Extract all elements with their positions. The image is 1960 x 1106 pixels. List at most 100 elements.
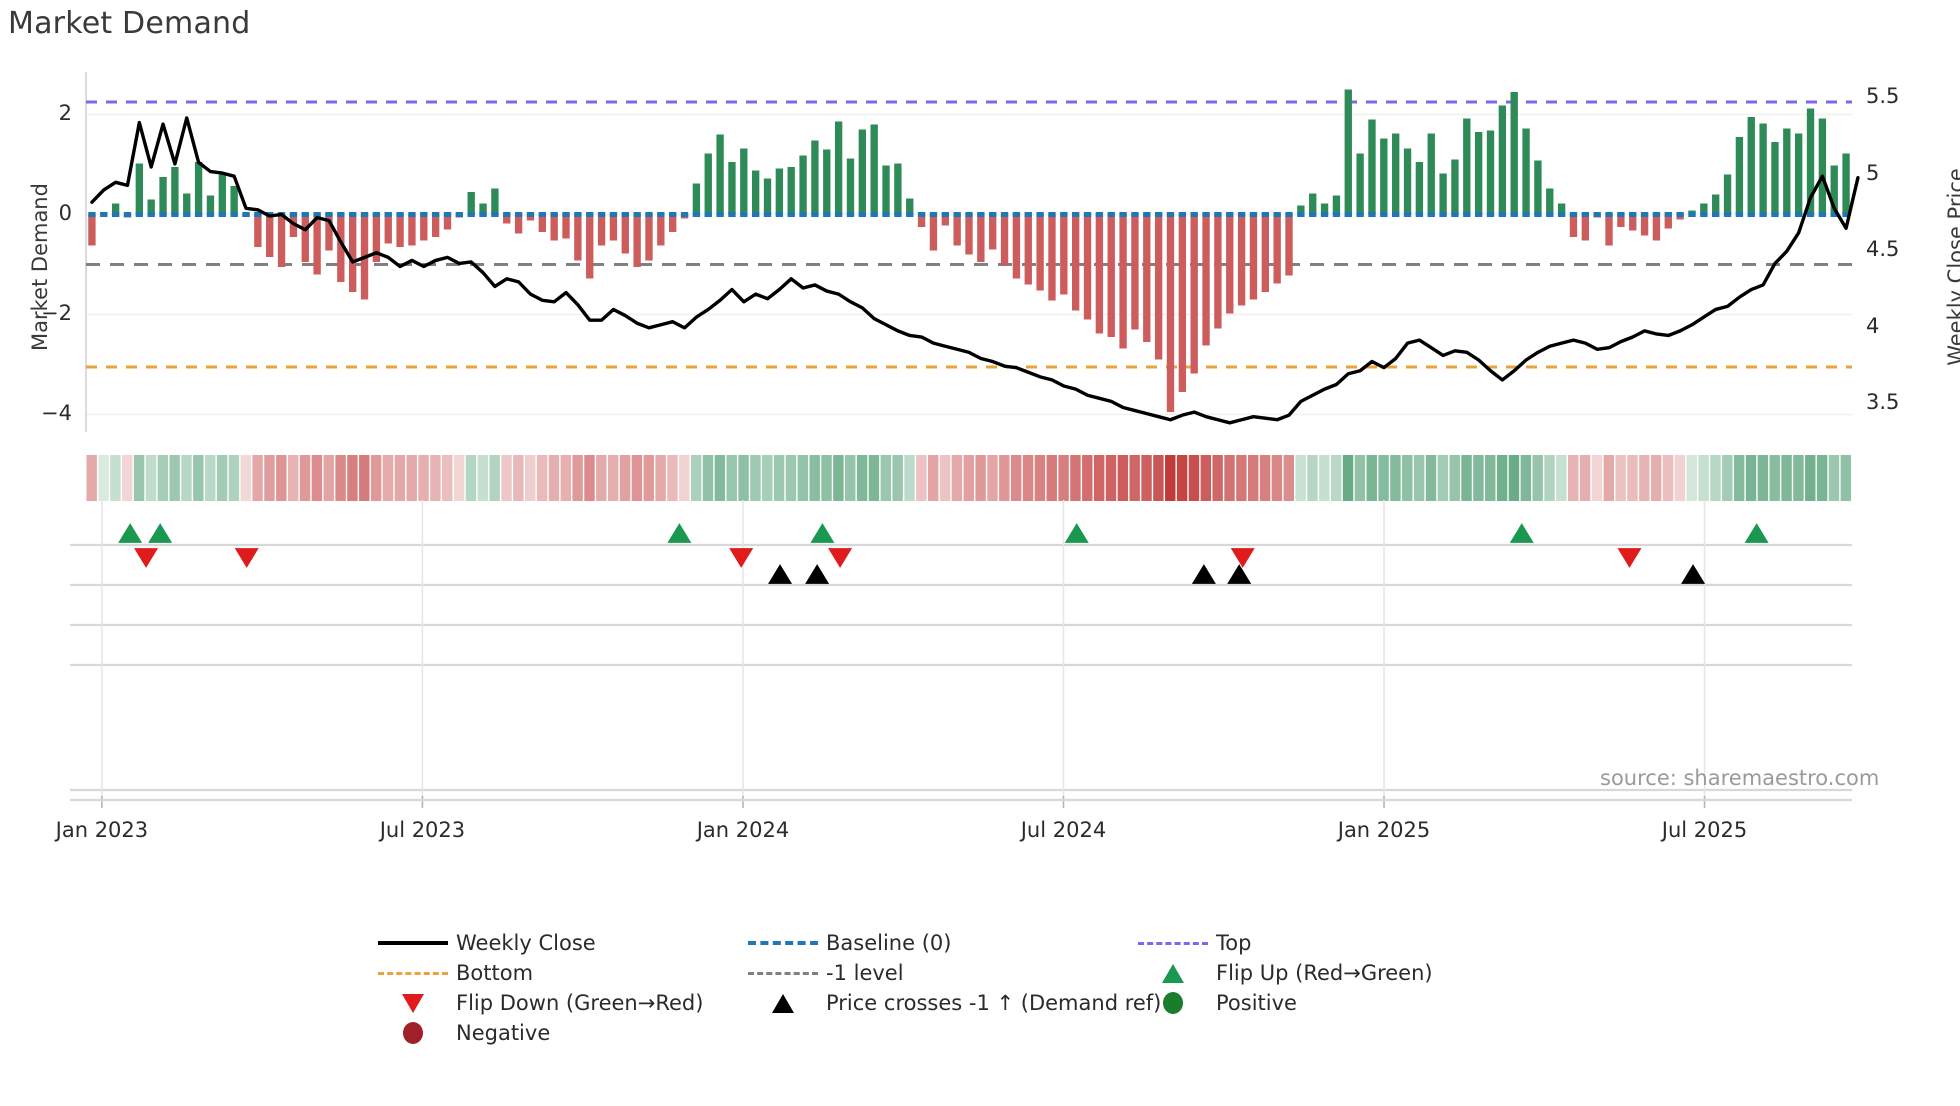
heatmap-cell <box>679 455 690 501</box>
legend-symbol <box>370 931 456 955</box>
price-cross-marker <box>1191 564 1216 584</box>
demand-bar <box>194 162 203 215</box>
demand-bar <box>1131 214 1139 330</box>
demand-bar <box>230 186 238 215</box>
legend-item[interactable]: Negative <box>370 1018 740 1048</box>
heatmap-cell <box>1568 455 1579 501</box>
demand-bar <box>1273 214 1281 284</box>
heatmap-cell <box>726 455 737 501</box>
demand-bar <box>1024 214 1032 285</box>
heatmap-cell <box>1117 455 1129 501</box>
heatmap-cell <box>299 455 311 501</box>
heatmap-cell <box>1639 455 1650 501</box>
demand-bar <box>443 214 452 230</box>
demand-bar <box>1415 162 1424 215</box>
heatmap-cell <box>1212 455 1223 501</box>
legend-label: Bottom <box>456 961 534 985</box>
demand-bar <box>728 162 736 215</box>
demand-bar <box>218 174 226 215</box>
heatmap-cell <box>999 455 1010 501</box>
y-tick-right: 4 <box>1866 313 1880 338</box>
demand-bar <box>1498 105 1507 215</box>
heatmap-cell <box>1485 455 1496 501</box>
price-cross-marker <box>805 564 830 584</box>
demand-bar <box>503 214 511 224</box>
heatmap-cell <box>1769 455 1780 501</box>
demand-bar <box>1486 130 1495 215</box>
demand-bar <box>313 214 321 275</box>
heatmap-cell <box>1342 455 1354 501</box>
demand-bar <box>408 214 416 246</box>
heatmap-cell <box>607 455 619 501</box>
heatmap-cell <box>1022 455 1034 501</box>
legend-item[interactable]: Baseline (0) <box>740 928 1130 958</box>
heatmap-cell <box>785 455 797 501</box>
triangle-down-icon <box>402 993 424 1013</box>
heatmap-cell <box>1402 455 1413 501</box>
y-tick-right: 5.5 <box>1866 84 1900 109</box>
flip-up-marker <box>810 523 835 543</box>
heatmap-cell <box>1579 455 1591 501</box>
demand-bar <box>1012 214 1021 279</box>
demand-bar <box>669 214 677 232</box>
demand-bar <box>989 214 997 250</box>
legend-item[interactable]: Top <box>1130 928 1590 958</box>
heatmap-cell <box>1153 455 1164 501</box>
demand-bar <box>834 121 843 215</box>
demand-bar <box>1083 214 1092 320</box>
heatmap-cell <box>892 455 903 501</box>
legend-item[interactable]: Weekly Close <box>370 928 740 958</box>
heatmap-cell <box>1319 455 1330 501</box>
heatmap-cell <box>1662 455 1674 501</box>
heatmap-cell <box>927 455 939 501</box>
heatmap-cell <box>987 455 998 501</box>
legend-item[interactable]: Flip Up (Red→Green) <box>1130 958 1590 988</box>
heatmap-cell <box>1105 455 1117 501</box>
circle-icon <box>403 1022 423 1044</box>
heatmap-cell <box>1805 455 1816 501</box>
legend-item[interactable]: Flip Down (Green→Red) <box>370 988 740 1018</box>
demand-bar <box>491 188 499 215</box>
heatmap-cell <box>287 455 299 501</box>
demand-bar <box>917 214 926 227</box>
demand-bar <box>858 129 867 215</box>
legend-label: Flip Up (Red→Green) <box>1216 961 1433 985</box>
demand-bar <box>1629 214 1637 231</box>
demand-bar <box>1166 214 1175 412</box>
dotted-line-icon <box>748 971 818 975</box>
heatmap-cell <box>1745 455 1757 501</box>
legend-symbol <box>1130 991 1216 1015</box>
legend-item[interactable]: Price crosses -1 ↑ (Demand ref) <box>740 988 1161 1018</box>
heatmap-cell <box>951 455 963 501</box>
demand-bar <box>1249 214 1258 300</box>
heatmap-cell <box>501 455 512 501</box>
demand-bar <box>1403 148 1412 215</box>
heatmap-cell <box>145 455 157 501</box>
heatmap-cell <box>821 455 832 501</box>
heatmap-cell <box>1520 455 1532 501</box>
legend-label: -1 level <box>826 961 904 985</box>
heatmap-cell <box>1686 455 1697 501</box>
legend-label: Positive <box>1216 991 1297 1015</box>
demand-bar <box>597 214 606 246</box>
demand-bar <box>1700 203 1708 215</box>
chart-legend: Weekly Close Baseline (0) Top Bottom -1 leve… <box>370 928 1590 1048</box>
heatmap-cell <box>1354 455 1366 501</box>
legend-item[interactable]: -1 level <box>740 958 1130 988</box>
demand-bar <box>1640 214 1649 236</box>
demand-bar <box>396 214 404 247</box>
demand-bar <box>1237 214 1246 306</box>
demand-bar <box>171 167 179 215</box>
legend-item[interactable]: Bottom <box>370 958 740 988</box>
legend-item[interactable]: Positive <box>1130 988 1590 1018</box>
demand-bar <box>111 203 120 215</box>
heatmap-cell <box>1378 455 1389 501</box>
demand-bar <box>1309 193 1317 215</box>
demand-bar <box>846 158 855 215</box>
heatmap-cell <box>193 455 204 501</box>
legend-symbol <box>370 961 456 985</box>
heatmap-cell <box>1236 455 1247 501</box>
heatmap-cell <box>655 455 666 501</box>
demand-bar <box>751 170 760 215</box>
